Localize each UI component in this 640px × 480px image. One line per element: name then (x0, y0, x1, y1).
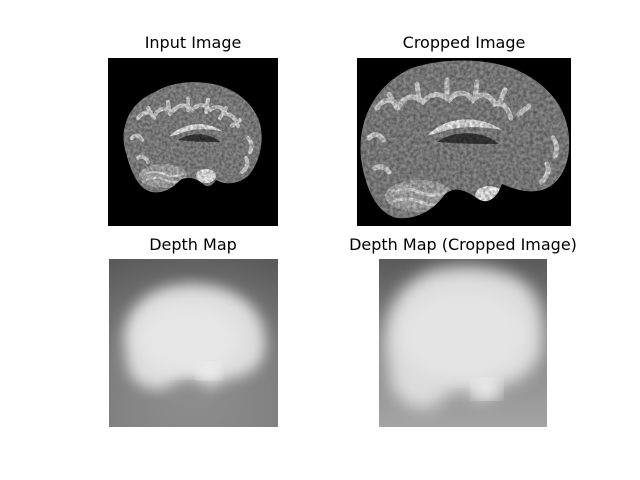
cropped-brain-image (357, 58, 571, 226)
cropped-image-panel (357, 58, 571, 226)
depth-map-cropped-panel (379, 259, 547, 427)
depth-map-cropped-image (379, 259, 547, 427)
input-brain-image (108, 58, 278, 226)
input-image-title: Input Image (144, 33, 242, 52)
depth-map-image (109, 259, 278, 427)
depth-map-title: Depth Map (149, 235, 237, 254)
depth-map-cropped-title: Depth Map (Cropped Image) (349, 235, 577, 254)
cropped-image-title: Cropped Image (402, 33, 526, 52)
input-image-panel (108, 58, 278, 226)
depth-map-panel (109, 259, 278, 427)
